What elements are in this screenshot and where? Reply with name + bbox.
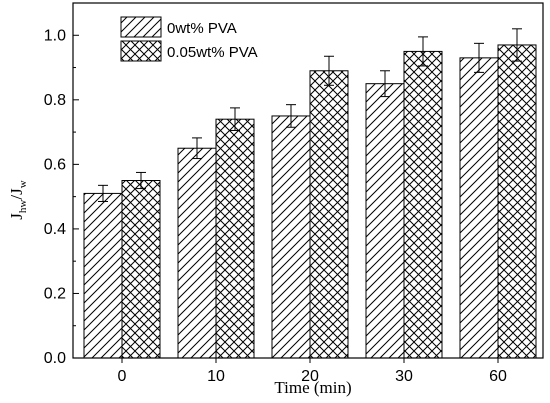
bar-pva-0-0 — [83, 192, 123, 359]
y-tick-label: 1.0 — [44, 27, 66, 44]
error-bars-layer — [98, 28, 522, 202]
tick-labels: 0 10 20 30 60 0.0 0.2 0.4 0.6 0.8 1.0 — [44, 27, 507, 385]
x-tick-label: 60 — [489, 368, 507, 385]
bar-pva-0-10 — [177, 147, 217, 359]
legend-swatch — [120, 16, 162, 38]
y-tick-label: 0.8 — [44, 92, 66, 109]
y-tick-label: 0.2 — [44, 285, 66, 302]
bar-pva-0-60 — [459, 57, 499, 359]
y-tick-label: 0.0 — [44, 350, 66, 367]
bar-pva-005-0 — [121, 180, 161, 359]
bar-pva-0-30 — [365, 83, 405, 359]
bar-pva-005-20 — [309, 70, 349, 359]
legend-label: 0.05wt% PVA — [167, 44, 258, 61]
y-tick-label: 0.6 — [44, 156, 66, 173]
y-axis-label: Jhw/Jw — [7, 180, 29, 219]
x-tick-label: 10 — [207, 368, 225, 385]
x-tick-label: 0 — [118, 368, 127, 385]
legend-swatch — [120, 40, 162, 62]
x-tick-label: 20 — [301, 368, 319, 385]
bar-pva-005-60 — [497, 44, 537, 359]
legend-label: 0wt% PVA — [167, 20, 237, 37]
x-axis-label: Time (min) — [274, 378, 351, 397]
bar-pva-005-10 — [215, 118, 255, 359]
axes — [72, 2, 544, 363]
x-tick-label: 30 — [395, 368, 413, 385]
plot-frame — [72, 2, 544, 359]
y-tick-label: 0.4 — [44, 221, 66, 238]
bar-pva-0-20 — [271, 115, 311, 359]
bar-pva-005-30 — [403, 50, 443, 359]
legend: 0wt% PVA 0.05wt% PVA — [120, 16, 258, 62]
bars-layer — [83, 44, 537, 359]
